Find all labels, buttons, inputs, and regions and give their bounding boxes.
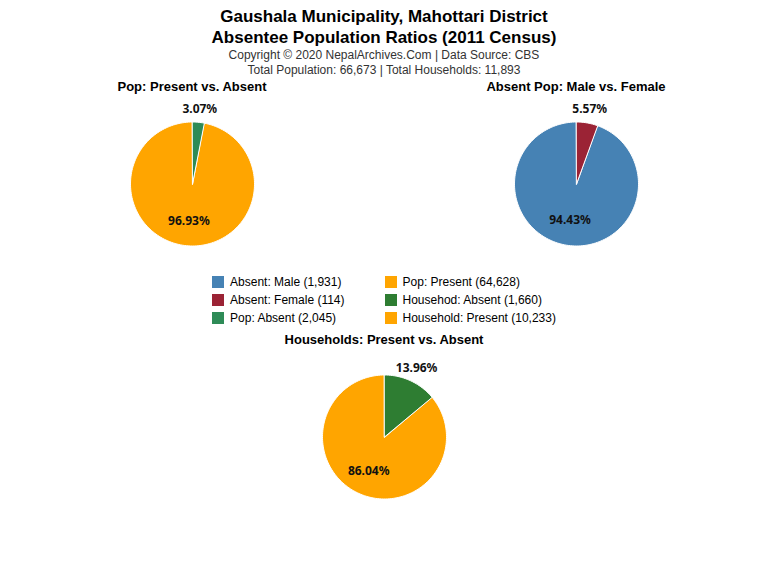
html-text:Households: Present vs. Absent: Households: Present vs. Absent [284, 332, 484, 347]
html-text:Household: Present (10,233): Household: Present (10,233) [402, 311, 556, 325]
html-text:Pop: Absent (2,045): Pop: Absent (2,045) [230, 311, 337, 325]
html-text:Copyright © 2020 NepalArchives: Copyright © 2020 NepalArchives.Com | Dat… [228, 48, 540, 62]
html-text:Absent: Male (1,931): Absent: Male (1,931) [230, 275, 342, 289]
svg-text:94.43%: 94.43% [549, 211, 591, 228]
svg-text:13.96%: 13.96% [396, 359, 438, 376]
html-text:Absent: Female (114): Absent: Female (114) [230, 293, 345, 307]
html-text:Househod: Absent (1,660): Househod: Absent (1,660) [402, 293, 542, 307]
html-text:Absentee Population Ratios (20: Absentee Population Ratios (2011 Census) [211, 28, 557, 47]
svg-text:5.57%: 5.57% [572, 100, 607, 117]
html-text:Pop: Present (64,628): Pop: Present (64,628) [402, 275, 520, 289]
html-text:Absent Pop: Male vs. Female: Absent Pop: Male vs. Female [486, 79, 666, 94]
svg-text:86.04%: 86.04% [348, 462, 390, 479]
html-text:Total Population: 66,673 | Tot: Total Population: 66,673 | Total Househo… [247, 63, 521, 77]
svg-text:3.07%: 3.07% [182, 100, 217, 117]
html-text:Gaushala Municipality, Mahotta: Gaushala Municipality, Mahottari Distric… [220, 7, 548, 26]
html-text:Pop: Present vs. Absent: Pop: Present vs. Absent [117, 79, 267, 94]
svg-text:96.93%: 96.93% [168, 212, 210, 229]
